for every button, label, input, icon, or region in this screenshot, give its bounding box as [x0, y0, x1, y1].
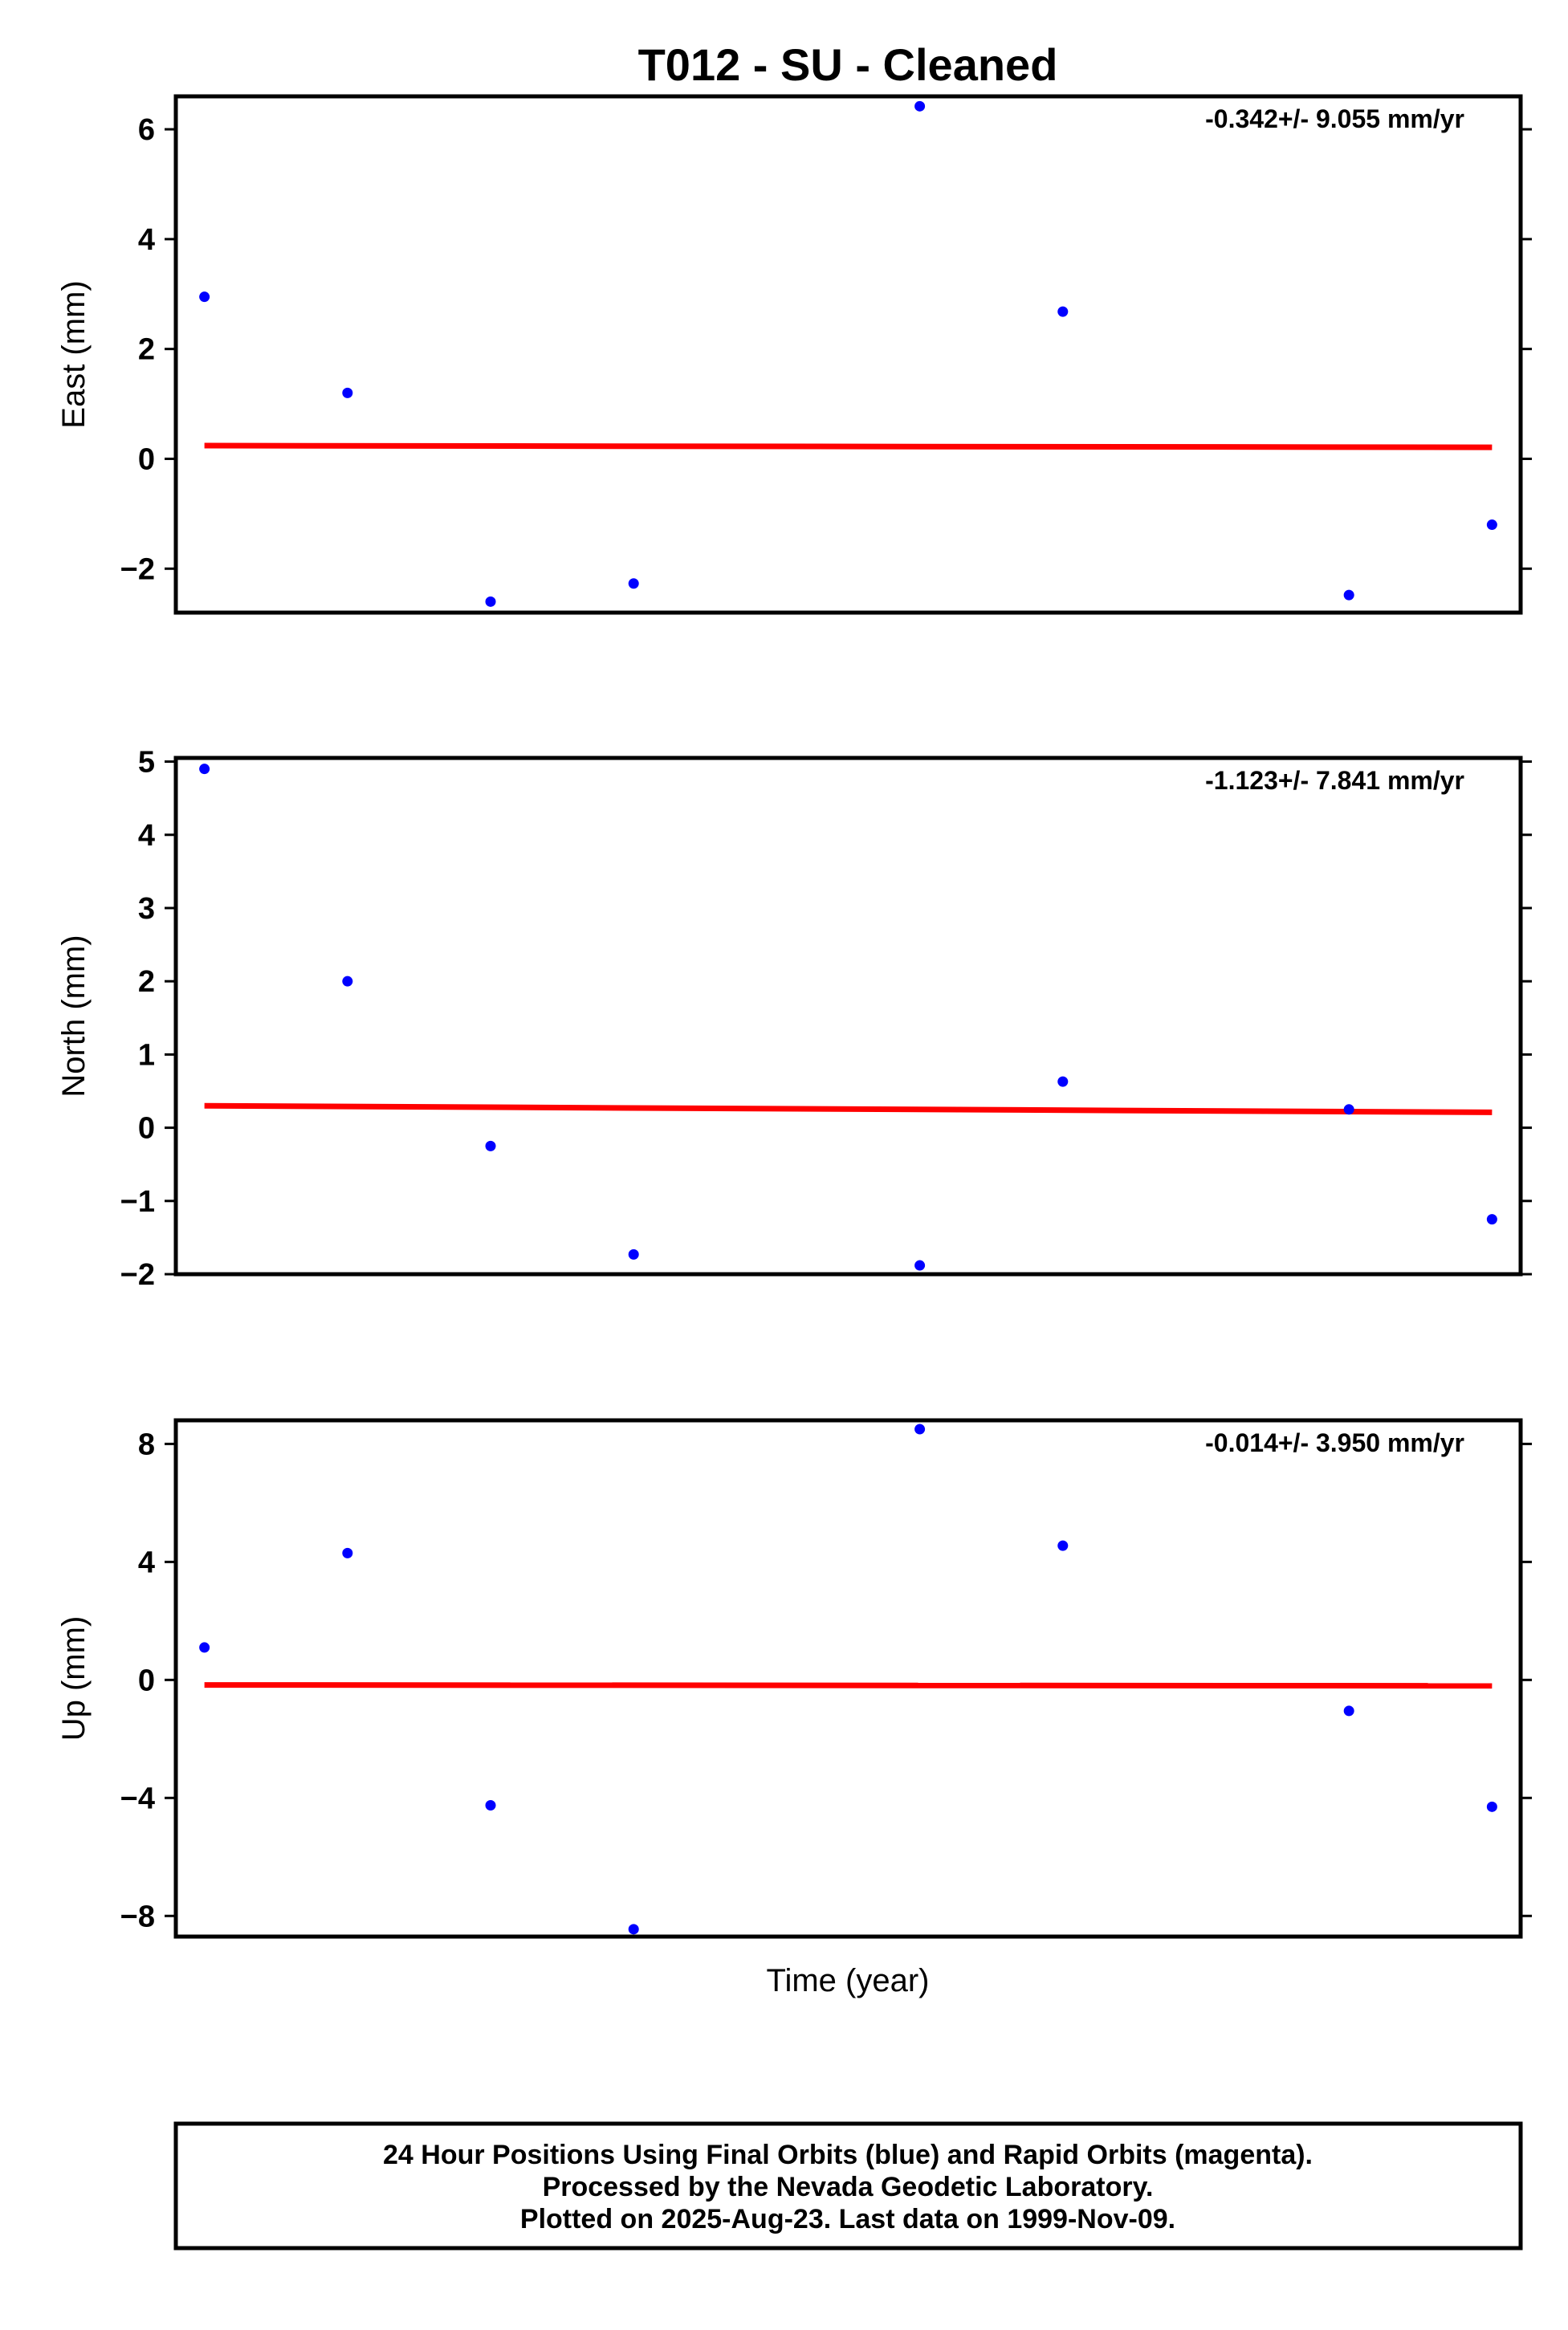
up-data-point — [485, 1799, 496, 1811]
up-y-tick-label: −4 — [120, 1782, 155, 1815]
up-fit-line — [204, 1682, 1493, 1689]
north-data-point — [1486, 1214, 1497, 1225]
up-plot-frame — [173, 1418, 1523, 1939]
north-y-tick-label: −2 — [120, 1258, 155, 1292]
footer-frame — [173, 2121, 1523, 2251]
north-y-axis-label: North (mm) — [56, 935, 92, 1097]
north-y-tick-label: −1 — [120, 1185, 155, 1219]
up-data-point — [1486, 1801, 1497, 1812]
footer-box: 24 Hour Positions Using Final Orbits (bl… — [173, 2121, 1523, 2251]
north-panel: 5 4 3 2 1 0 −1 −2 North (mm) -1.123+/- 7.841 mm/y… — [56, 746, 1532, 1292]
north-fit-line — [204, 1102, 1493, 1115]
footer-line-2: Processed by the Nevada Geodetic Laborat… — [543, 2172, 1154, 2202]
east-data-point — [485, 596, 496, 607]
north-data-point — [342, 976, 353, 987]
up-y-tick-label: 4 — [138, 1546, 155, 1579]
up-panel: 8 4 0 −4 −8 Up (mm) -0.014+/- 3.950 mm/yr — [56, 1418, 1532, 1939]
east-data-point — [1057, 306, 1069, 317]
east-plot-frame — [173, 94, 1523, 615]
east-data-point — [914, 100, 926, 112]
north-plot-frame — [173, 756, 1523, 1277]
up-y-tick-label: 8 — [138, 1428, 155, 1461]
north-data-point — [199, 764, 210, 775]
north-y-tick-label: 1 — [138, 1038, 155, 1072]
up-data-point — [1057, 1540, 1069, 1551]
east-y-tick-label: −2 — [120, 552, 155, 586]
east-data-point — [342, 387, 353, 398]
north-y-tick-label: 4 — [138, 819, 155, 853]
north-y-tick-label: 0 — [138, 1112, 155, 1146]
north-data-point — [485, 1140, 496, 1151]
east-data-point — [1486, 519, 1497, 531]
north-y-tick-label: 5 — [138, 746, 155, 780]
east-y-tick-label: 2 — [138, 333, 155, 367]
north-data-point — [914, 1260, 926, 1271]
north-data-point — [628, 1249, 639, 1260]
north-y-tick-label: 2 — [138, 965, 155, 999]
x-axis-label: Time (year) — [767, 1963, 930, 1998]
north-rate-label: -1.123+/- 7.841 mm/yr — [1205, 766, 1464, 795]
north-data-point — [1343, 1104, 1354, 1115]
east-y-tick-label: 0 — [138, 442, 155, 476]
footer-line-3: Plotted on 2025-Aug-23. Last data on 199… — [520, 2204, 1175, 2234]
up-data-point — [628, 1924, 639, 1935]
east-data-point — [628, 578, 639, 589]
north-data-point — [1057, 1076, 1069, 1087]
up-y-tick-label: 0 — [138, 1664, 155, 1697]
east-fit-line — [204, 442, 1493, 450]
chart-title: T012 - SU - Cleaned — [638, 39, 1058, 90]
up-data-point — [914, 1424, 926, 1435]
up-data-point — [199, 1642, 210, 1653]
up-y-tick-label: −8 — [120, 1900, 155, 1933]
east-data-point — [199, 291, 210, 303]
east-y-tick-label: 6 — [138, 113, 155, 147]
east-rate-label: -0.342+/- 9.055 mm/yr — [1205, 104, 1464, 133]
up-data-point — [1343, 1705, 1354, 1717]
footer-line-1: 24 Hour Positions Using Final Orbits (bl… — [383, 2140, 1313, 2170]
east-y-axis-label: East (mm) — [56, 280, 92, 428]
north-y-tick-label: 3 — [138, 892, 155, 926]
up-rate-label: -0.014+/- 3.950 mm/yr — [1205, 1428, 1464, 1457]
up-y-axis-label: Up (mm) — [56, 1616, 92, 1741]
east-panel: 6 4 2 0 −2 East (mm) -0.342+/- 9.055 mm/yr — [56, 94, 1532, 615]
east-y-tick-label: 4 — [138, 223, 155, 257]
east-data-point — [1343, 589, 1354, 601]
up-data-point — [342, 1547, 353, 1558]
